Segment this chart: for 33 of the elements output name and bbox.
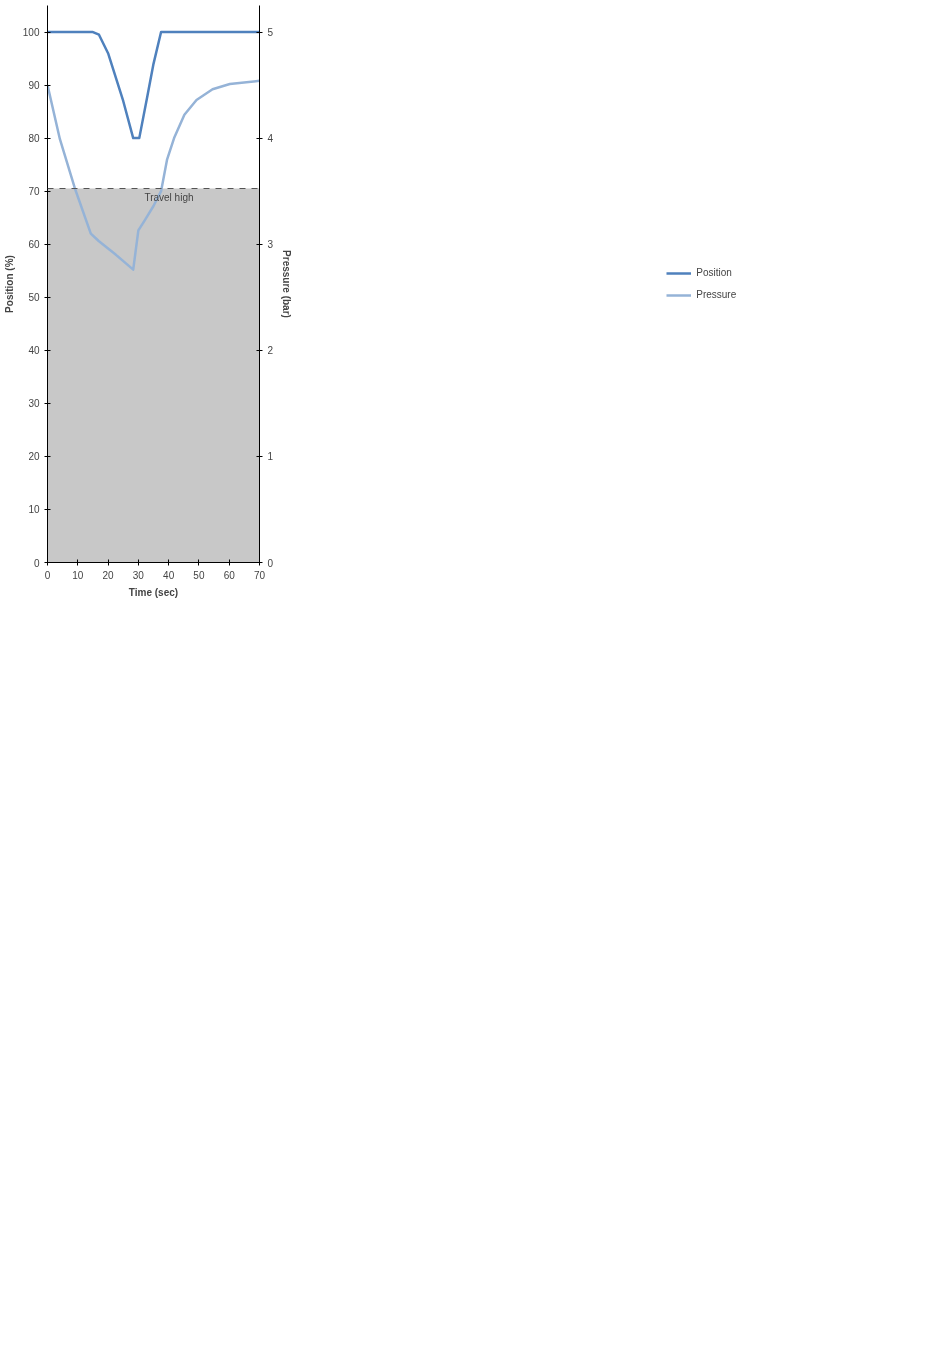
y2-tick-label: 1 bbox=[267, 451, 274, 463]
legend-label: Position bbox=[696, 267, 732, 278]
legend-label: Pressure bbox=[696, 289, 737, 300]
y2-axis-title: Pressure (bar) bbox=[281, 250, 293, 318]
y-tick-label: 70 bbox=[28, 186, 40, 198]
y-tick-label: 0 bbox=[33, 557, 40, 569]
x-tick-label: 40 bbox=[163, 569, 175, 581]
y-tick-label: 10 bbox=[28, 504, 40, 516]
y-tick-label: 30 bbox=[28, 398, 40, 410]
x-tick-label: 10 bbox=[72, 569, 84, 581]
y2-tick-label: 2 bbox=[267, 345, 274, 357]
y-tick-label: 60 bbox=[28, 239, 40, 251]
y-tick-label: 80 bbox=[28, 133, 40, 145]
x-tick-label: 50 bbox=[193, 569, 205, 581]
y-tick-label: 20 bbox=[28, 451, 40, 463]
y-tick-label: 90 bbox=[28, 80, 40, 92]
x-tick-label: 70 bbox=[253, 569, 266, 581]
ref-line-label: Travel high bbox=[144, 191, 194, 203]
y-axis-title: Position (%) bbox=[3, 255, 15, 313]
y2-tick-label: 3 bbox=[267, 239, 274, 251]
y-tick-label: 40 bbox=[28, 345, 40, 357]
x-tick-label: 30 bbox=[132, 569, 145, 581]
x-tick-label: 60 bbox=[223, 569, 236, 581]
x-tick-label: 20 bbox=[102, 569, 115, 581]
y-tick-label: 50 bbox=[28, 292, 40, 304]
y2-tick-label: 5 bbox=[267, 27, 274, 39]
line-series bbox=[47, 30, 260, 140]
y2-tick-label: 4 bbox=[267, 133, 274, 145]
line-series bbox=[47, 79, 260, 271]
x-tick-label: 0 bbox=[44, 569, 51, 581]
y2-tick-label: 0 bbox=[267, 557, 274, 569]
y-tick-label: 100 bbox=[22, 27, 40, 39]
x-axis-title: Time (sec) bbox=[128, 586, 179, 598]
